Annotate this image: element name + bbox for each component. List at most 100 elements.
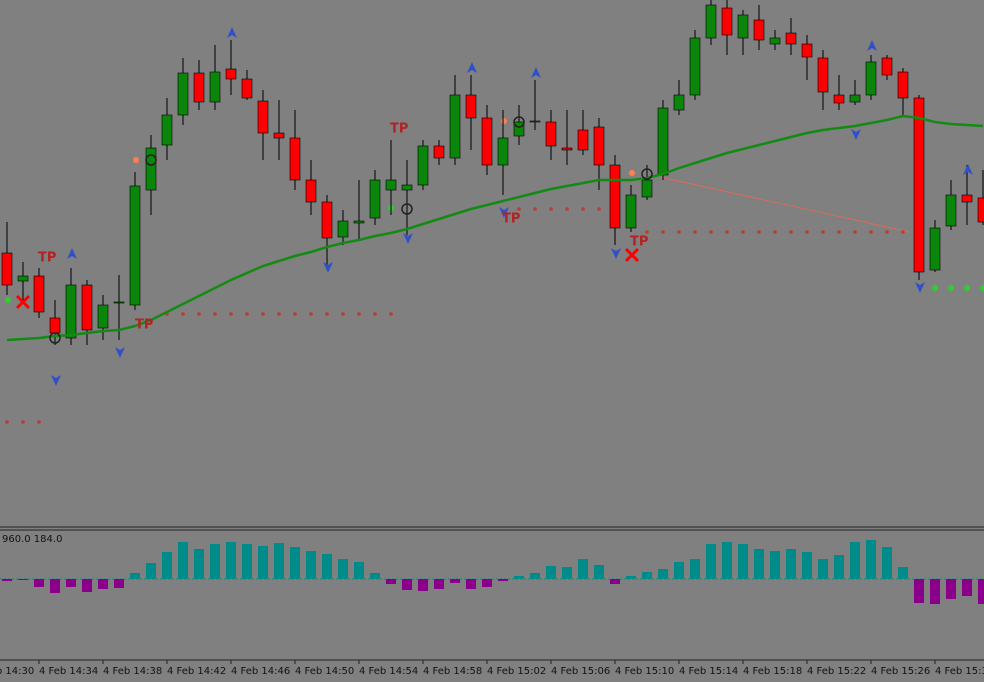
oscillator-bar xyxy=(482,579,492,587)
candle-body xyxy=(337,220,349,238)
signal-dot xyxy=(5,297,11,303)
candle-body xyxy=(529,120,541,123)
time-label: 4 Feb 15:10 xyxy=(615,666,674,677)
signal-dot xyxy=(373,312,377,316)
candle-body xyxy=(977,197,984,223)
moving-average xyxy=(6,114,984,342)
oscillator-bar xyxy=(354,562,364,579)
oscillator-bar xyxy=(210,544,220,579)
signal-dot xyxy=(245,312,249,316)
candle-body xyxy=(705,4,717,39)
oscillator-bar xyxy=(98,579,108,589)
signal-dot xyxy=(501,118,507,124)
time-label: 4 Feb 15:18 xyxy=(743,666,802,677)
oscillator-bar xyxy=(850,542,860,579)
candle-body xyxy=(545,121,557,147)
oscillator-bar xyxy=(114,579,124,588)
candle-body xyxy=(849,94,861,103)
signal-dot xyxy=(885,230,889,234)
oscillator-bar xyxy=(450,579,460,583)
oscillator-bar xyxy=(386,579,396,584)
candle-body xyxy=(929,227,941,271)
candle-body xyxy=(33,275,45,313)
oscillator-bar xyxy=(898,567,908,579)
candle-body xyxy=(65,284,77,339)
candle-body xyxy=(241,78,253,99)
oscillator-bar xyxy=(242,544,252,579)
signal-dot xyxy=(869,230,873,234)
signal-dot xyxy=(197,312,201,316)
down-arrow xyxy=(915,282,925,293)
signal-dot xyxy=(309,312,313,316)
down-arrow xyxy=(51,375,61,386)
up-arrow xyxy=(531,67,541,78)
candle-body xyxy=(193,72,205,103)
signal-dot xyxy=(948,285,954,291)
time-label: 4 Feb 14:46 xyxy=(231,666,290,677)
oscillator-bar xyxy=(418,579,428,591)
candle-body xyxy=(833,94,845,104)
time-label: 4 Feb 14:30 xyxy=(0,666,34,677)
signal-dot xyxy=(645,230,649,234)
signal-dot xyxy=(293,312,297,316)
oscillator-bar xyxy=(194,549,204,579)
oscillator-bar xyxy=(722,542,732,579)
signal-dot xyxy=(805,230,809,234)
oscillator-bar xyxy=(930,579,940,604)
oscillator-bar xyxy=(802,552,812,579)
oscillator-bar xyxy=(610,579,620,584)
oscillator-bar xyxy=(498,579,508,581)
time-label: 4 Feb 15:14 xyxy=(679,666,738,677)
candle-body xyxy=(417,145,429,186)
cross-marker xyxy=(624,247,640,263)
signal-dot xyxy=(629,170,635,176)
candle-body xyxy=(561,147,573,151)
tp-label: TP xyxy=(390,122,408,137)
signal-dot xyxy=(597,207,601,211)
oscillator-bar xyxy=(946,579,956,599)
indicator-label: 960.0 184.0 xyxy=(2,534,62,545)
time-label: 4 Feb 15:30 xyxy=(935,666,984,677)
candle-body xyxy=(209,71,221,103)
oscillator-bar xyxy=(34,579,44,587)
candle-body xyxy=(161,114,173,146)
signal-dot xyxy=(325,312,329,316)
signal-dot xyxy=(565,207,569,211)
oscillator-bar xyxy=(370,573,380,579)
candle-body xyxy=(353,220,365,224)
candle-body xyxy=(881,57,893,76)
candle-body xyxy=(17,275,29,282)
up-arrow xyxy=(227,27,237,38)
candle-body xyxy=(961,194,973,203)
signal-dot xyxy=(181,312,185,316)
candle-body xyxy=(673,94,685,111)
signal-dot xyxy=(277,312,281,316)
down-arrow xyxy=(851,129,861,140)
candle-body xyxy=(865,61,877,96)
candle-body xyxy=(401,184,413,191)
exit-marker xyxy=(641,168,653,180)
trend-line xyxy=(659,176,911,233)
oscillator-bar xyxy=(770,551,780,579)
signal-dot xyxy=(757,230,761,234)
time-label: 4 Feb 14:42 xyxy=(167,666,226,677)
oscillator-bar xyxy=(834,555,844,579)
signal-dot xyxy=(741,230,745,234)
candle-body xyxy=(481,117,493,166)
tp-label: TP xyxy=(502,212,520,227)
signal-dot xyxy=(773,230,777,234)
signal-dot xyxy=(677,230,681,234)
signal-dot xyxy=(581,207,585,211)
signal-dot xyxy=(837,230,841,234)
oscillator-bar xyxy=(690,559,700,579)
signal-dot xyxy=(964,285,970,291)
candle-body xyxy=(721,7,733,36)
cross-marker xyxy=(15,294,31,310)
time-label: 4 Feb 15:26 xyxy=(871,666,930,677)
oscillator-bar xyxy=(82,579,92,592)
candle-body xyxy=(577,129,589,151)
signal-dot xyxy=(21,420,25,424)
signal-dot xyxy=(661,230,665,234)
time-label: 4 Feb 14:34 xyxy=(39,666,98,677)
